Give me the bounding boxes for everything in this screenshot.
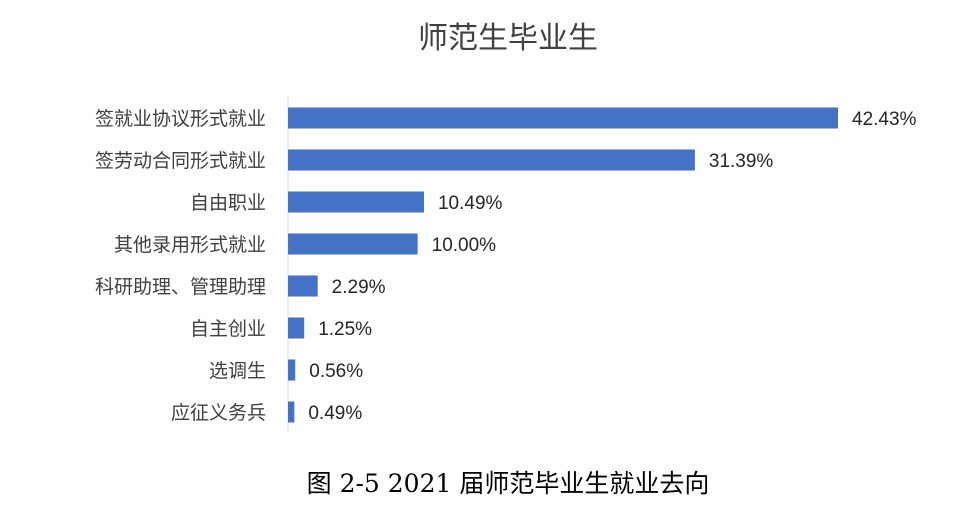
data-label: 31.39% [709, 151, 774, 172]
data-label: 10.49% [438, 193, 503, 214]
figure-caption: 图 2-5 2021 届师范毕业生就业去向 [307, 469, 710, 498]
category-label: 其他录用形式就业 [114, 234, 266, 256]
data-label: 42.43% [852, 109, 917, 130]
bar [288, 401, 295, 423]
category-label: 自由职业 [190, 192, 266, 214]
bar [288, 191, 424, 213]
data-label: 1.25% [318, 319, 372, 340]
bar [288, 275, 318, 297]
category-label: 签劳动合同形式就业 [95, 150, 266, 172]
data-label: 0.56% [309, 361, 363, 382]
chart-title: 师范生毕业生 [418, 21, 598, 56]
bar [288, 317, 305, 339]
category-label: 应征义务兵 [171, 402, 266, 424]
category-label: 科研助理、管理助理 [95, 276, 266, 298]
bar [288, 149, 695, 171]
plot-area: 签就业协议形式就业 42.43% 签劳动合同形式就业 31.39% 自由职业 10.49%… [95, 96, 917, 432]
category-label: 签就业协议形式就业 [95, 108, 266, 130]
bar [288, 107, 838, 129]
data-label: 0.49% [308, 403, 362, 424]
bar [288, 359, 296, 381]
category-label: 选调生 [209, 360, 266, 382]
bar [288, 233, 418, 255]
data-label: 10.00% [432, 235, 497, 256]
data-label: 2.29% [332, 277, 386, 298]
category-label: 自主创业 [190, 318, 266, 340]
